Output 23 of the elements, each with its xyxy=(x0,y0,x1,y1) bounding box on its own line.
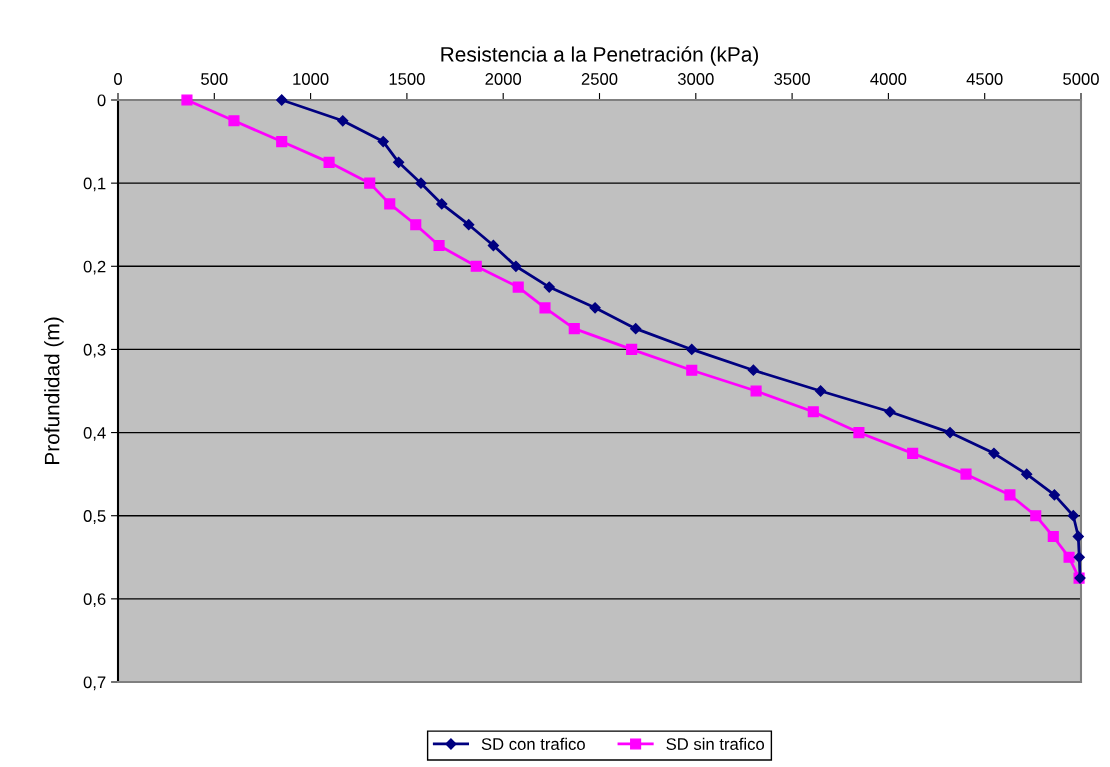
x-tick-label: 2500 xyxy=(581,73,618,85)
x-tick-label: 5000 xyxy=(1063,73,1099,85)
x-tick-label: 3000 xyxy=(677,73,714,85)
x-tick-label: 1000 xyxy=(293,73,329,85)
y-tick-label: 0,7 xyxy=(83,676,106,691)
x-tick-label: 0 xyxy=(114,73,122,85)
legend-label: SD sin trafico xyxy=(666,737,765,750)
y-tick-label: 0,6 xyxy=(83,593,106,608)
y-tick-label: 0,5 xyxy=(83,510,106,524)
x-tick-label: 500 xyxy=(201,73,228,85)
x-tick-label: 4000 xyxy=(870,73,907,85)
y-tick-label: 0 xyxy=(97,94,106,107)
y-tick-label: 0,3 xyxy=(83,343,106,358)
x-tick-label: 4500 xyxy=(966,73,1003,85)
y-tick-label: 0,2 xyxy=(83,260,106,275)
x-tick-label: 2000 xyxy=(485,73,522,85)
y-tick-label: 0,1 xyxy=(83,177,106,192)
legend-label: SD con trafico xyxy=(481,737,585,750)
x-axis-title: Resistencia a la Penetración (kPa) xyxy=(441,46,759,66)
x-tick-label: 3500 xyxy=(774,73,810,85)
y-tick-label: 0,4 xyxy=(83,426,106,441)
x-tick-label: 1500 xyxy=(389,73,425,85)
y-axis-title: Profundidad (m) xyxy=(44,317,64,464)
